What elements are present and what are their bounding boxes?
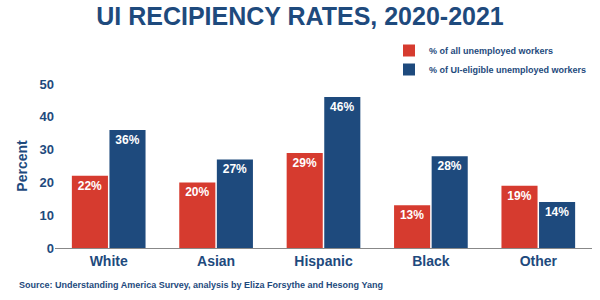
svg-text:29%: 29% bbox=[293, 156, 317, 170]
svg-text:Other: Other bbox=[520, 253, 558, 269]
svg-text:13%: 13% bbox=[400, 208, 424, 222]
svg-text:20%: 20% bbox=[185, 185, 209, 199]
svg-text:27%: 27% bbox=[223, 162, 247, 176]
svg-text:20: 20 bbox=[40, 175, 54, 190]
svg-text:Source: Understanding America: Source: Understanding America Survey, an… bbox=[19, 280, 383, 290]
svg-text:UI RECIPIENCY RATES, 2020-2021: UI RECIPIENCY RATES, 2020-2021 bbox=[96, 2, 504, 30]
svg-text:28%: 28% bbox=[438, 159, 462, 173]
svg-text:30: 30 bbox=[40, 142, 54, 157]
svg-text:% of all unemployed workers: % of all unemployed workers bbox=[429, 46, 553, 56]
svg-text:46%: 46% bbox=[330, 100, 354, 114]
svg-text:40: 40 bbox=[40, 109, 54, 124]
svg-text:White: White bbox=[90, 253, 128, 269]
svg-text:Percent: Percent bbox=[14, 140, 30, 192]
svg-text:Hispanic: Hispanic bbox=[294, 253, 353, 269]
svg-text:% of UI-eligible unemployed wo: % of UI-eligible unemployed workers bbox=[429, 65, 586, 75]
svg-text:36%: 36% bbox=[115, 133, 139, 147]
svg-text:50: 50 bbox=[40, 77, 54, 92]
svg-text:22%: 22% bbox=[78, 179, 102, 193]
svg-text:Black: Black bbox=[412, 253, 450, 269]
svg-text:14%: 14% bbox=[545, 205, 569, 219]
svg-text:19%: 19% bbox=[507, 189, 531, 203]
svg-text:0: 0 bbox=[47, 241, 54, 256]
svg-text:Asian: Asian bbox=[197, 253, 235, 269]
svg-text:10: 10 bbox=[40, 208, 54, 223]
